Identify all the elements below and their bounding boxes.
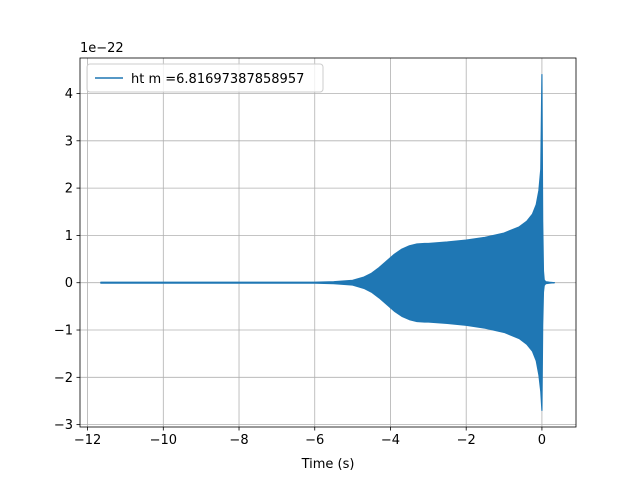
y-scale-label: 1e−22 — [80, 41, 124, 56]
plot-area — [100, 73, 556, 412]
y-tick-label: −2 — [54, 371, 73, 386]
x-tick-label: −4 — [381, 433, 400, 448]
x-tick-label: −6 — [305, 433, 324, 448]
x-tick-label: −2 — [457, 433, 476, 448]
y-tick-label: 2 — [65, 182, 73, 197]
x-tick-label: −8 — [229, 433, 248, 448]
y-tick-label: 0 — [65, 276, 73, 291]
y-tick-label: 1 — [65, 229, 73, 244]
legend: ht m =6.81697387858957 — [86, 63, 324, 93]
y-tick-label: −3 — [54, 418, 73, 433]
plot-frame — [79, 57, 577, 428]
legend-frame — [86, 63, 324, 93]
series-waveform — [100, 73, 556, 412]
legend-label: ht m =6.81697387858957 — [131, 72, 304, 87]
x-tick-label: −12 — [74, 433, 101, 448]
x-tick-label: 0 — [538, 433, 546, 448]
y-tick-label: 4 — [65, 87, 73, 102]
y-tick-label: 3 — [65, 134, 73, 149]
x-tick-label: −10 — [150, 433, 177, 448]
y-tick-label: −1 — [54, 324, 73, 339]
x-axis-label: Time (s) — [301, 457, 355, 472]
